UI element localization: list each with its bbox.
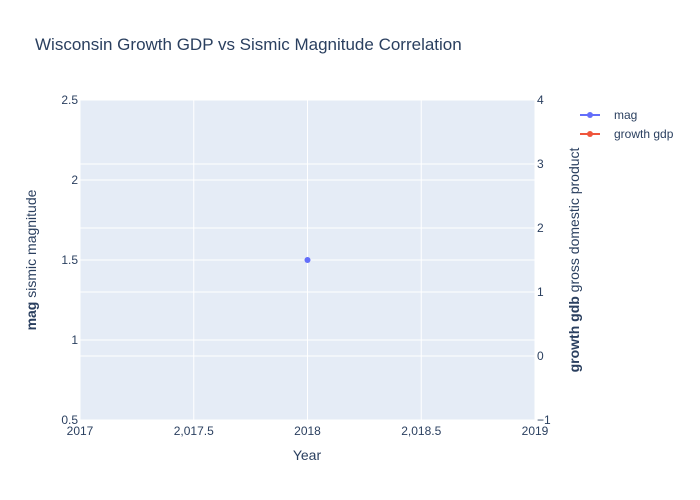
left-y-tick-label: 2.5 (61, 93, 78, 107)
left-y-axis-title-rest: sismic magnitude (23, 189, 39, 301)
legend-item[interactable]: growth gdp (580, 127, 674, 141)
x-tick-label: 2017 (67, 424, 94, 438)
grid-lines (79, 99, 536, 421)
right-y-tick-label: 0 (537, 349, 544, 363)
data-point[interactable] (304, 257, 311, 263)
x-tick-label: 2018 (294, 424, 321, 438)
right-y-axis-ticks: −1 0 1 2 3 4 (537, 93, 551, 427)
right-y-axis-title-rest: gross domestic product (566, 147, 582, 296)
x-tick-label: 2,018.5 (401, 424, 441, 438)
left-y-axis-title: mag sismic magnitude (23, 189, 39, 330)
legend-label: mag (614, 108, 637, 122)
left-y-tick-label: 1 (71, 333, 78, 347)
x-tick-label: 2019 (522, 424, 549, 438)
chart-title: Wisconsin Growth GDP vs Sismic Magnitude… (35, 35, 462, 54)
x-tick-label: 2,017.5 (174, 424, 214, 438)
x-axis-ticks: 2017 2,017.5 2018 2,018.5 2019 (67, 424, 549, 438)
right-y-tick-label: 3 (537, 157, 544, 171)
left-y-tick-label: 1.5 (61, 253, 78, 267)
data-marks (304, 257, 311, 263)
right-y-tick-label: 2 (537, 221, 544, 235)
left-y-axis-ticks: 0.5 1 1.5 2 2.5 (61, 93, 78, 427)
legend-marker-swatch (587, 131, 593, 137)
right-y-tick-label: 1 (537, 285, 544, 299)
legend-label: growth gdp (614, 127, 674, 141)
right-y-axis-title-bold: growth gdb (566, 296, 582, 372)
right-y-tick-label: 4 (537, 93, 544, 107)
x-axis-title: Year (293, 447, 322, 463)
legend[interactable]: mag growth gdp (580, 108, 674, 141)
legend-marker-swatch (587, 112, 593, 118)
legend-item[interactable]: mag (580, 108, 637, 122)
right-y-tick-label: −1 (537, 413, 551, 427)
left-y-axis-title-bold: mag (23, 302, 39, 331)
right-y-axis-title: growth gdb gross domestic product (566, 147, 582, 372)
left-y-tick-label: 2 (71, 173, 78, 187)
left-y-tick-label: 0.5 (61, 413, 78, 427)
